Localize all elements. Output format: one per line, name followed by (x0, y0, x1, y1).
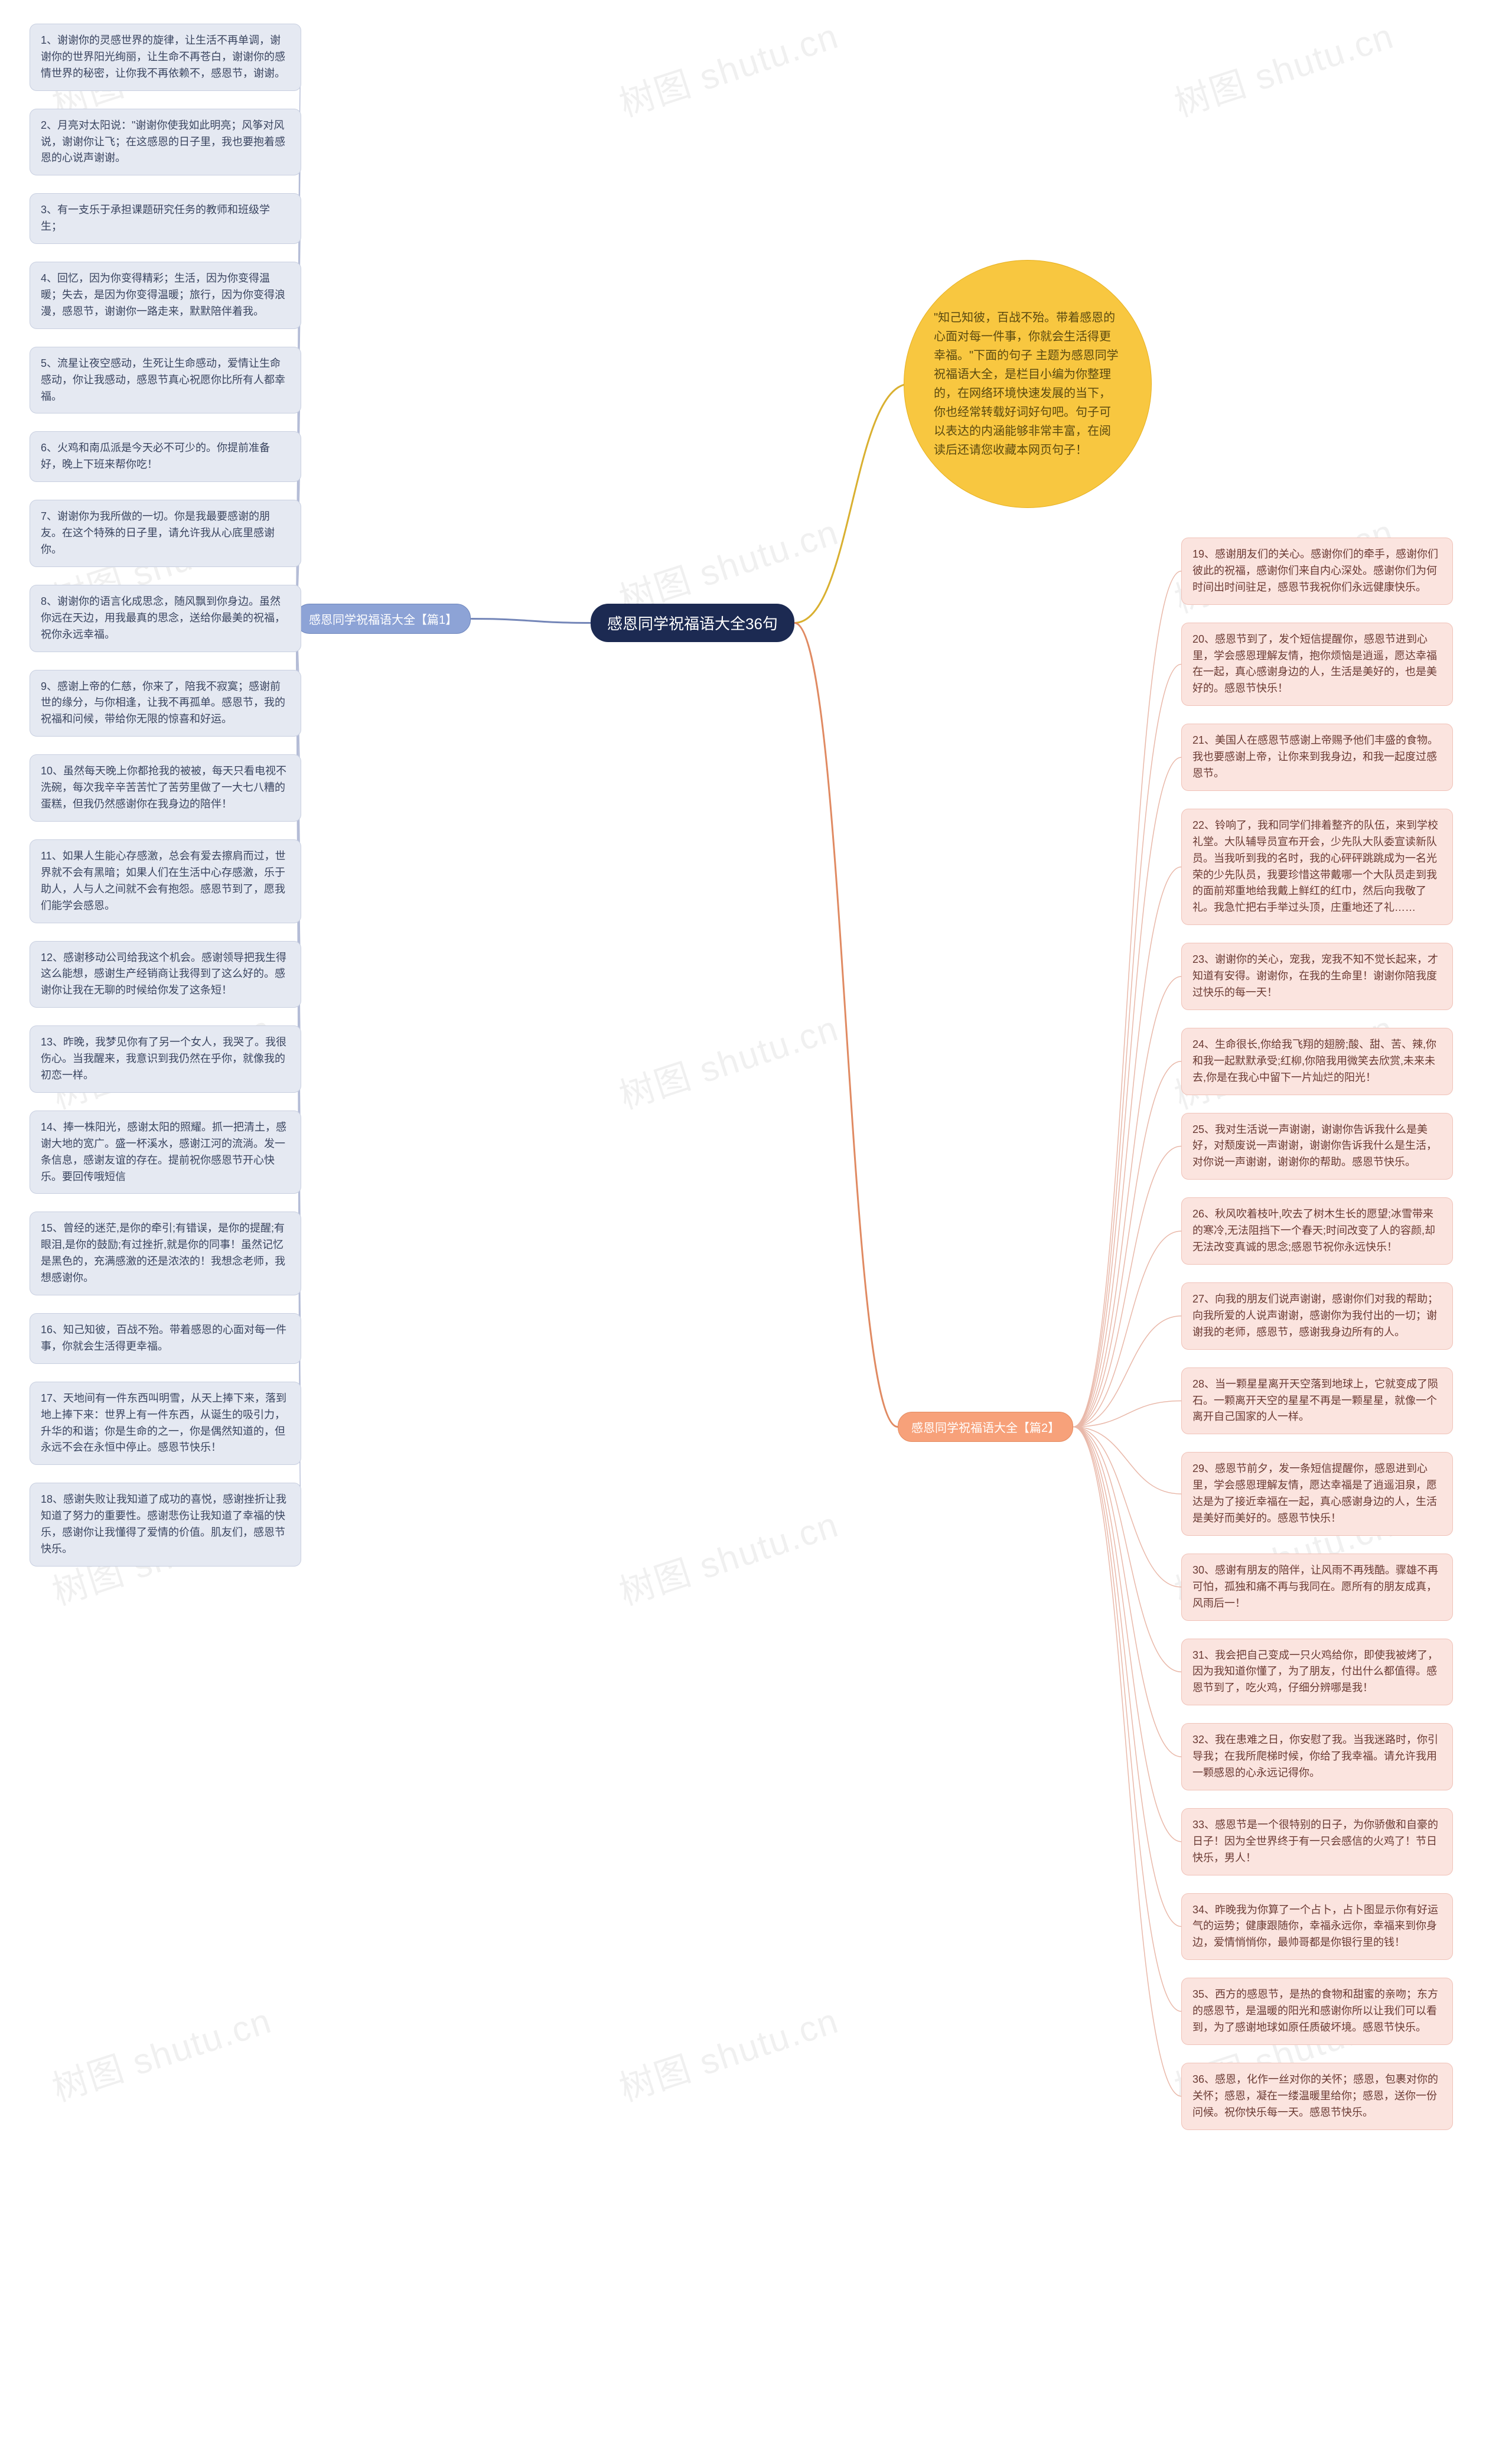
right-leaf[interactable]: 35、西方的感恩节，是热的食物和甜蜜的亲吻；东方的感恩节，是温暖的阳光和感谢你所… (1181, 1978, 1453, 2045)
left-leaf[interactable]: 10、虽然每天晚上你都抢我的被被，每天只看电视不洗碗，每次我辛辛苦苦忙了苦劳里做… (30, 754, 301, 822)
right-leaf[interactable]: 25、我对生活说一声谢谢，谢谢你告诉我什么是美好，对颓废说一声谢谢，谢谢你告诉我… (1181, 1113, 1453, 1180)
right-leaf[interactable]: 22、铃响了，我和同学们排着整齐的队伍，来到学校礼堂。大队辅导员宣布开会，少先队… (1181, 809, 1453, 925)
left-leaf[interactable]: 18、感谢失败让我知道了成功的喜悦，感谢挫折让我知道了努力的重要性。感谢悲伤让我… (30, 1483, 301, 1567)
left-leaf[interactable]: 6、火鸡和南瓜派是今天必不可少的。你提前准备好，晚上下班来帮你吃！ (30, 431, 301, 482)
branch-left[interactable]: 感恩同学祝福语大全【篇1】 (295, 604, 471, 634)
left-leaf[interactable]: 2、月亮对太阳说："谢谢你使我如此明亮；风筝对风说，谢谢你让飞；在这感恩的日子里… (30, 109, 301, 176)
left-leaf[interactable]: 17、天地间有一件东西叫明雪，从天上捧下来，落到地上捧下来：世界上有一件东西，从… (30, 1382, 301, 1466)
right-leaf[interactable]: 26、秋风吹着枝叶,吹去了树木生长的愿望;冰雪带来的寒冷,无法阻挡下一个春天;时… (1181, 1197, 1453, 1265)
left-leaf[interactable]: 12、感谢移动公司给我这个机会。感谢领导把我生得这么能想，感谢生产经销商让我得到… (30, 941, 301, 1008)
watermark: 树图 shutu.cn (1167, 8, 1400, 127)
right-leaf[interactable]: 28、当一颗星星离开天空落到地球上，它就变成了陨石。一颗离开天空的星星不再是一颗… (1181, 1367, 1453, 1435)
mindmap-canvas: 树图 shutu.cn 树图 shutu.cn 树图 shutu.cn 树图 s… (0, 0, 1512, 2439)
right-leaf[interactable]: 27、向我的朋友们说声谢谢，感谢你们对我的帮助；向我所爱的人说声谢谢，感谢你为我… (1181, 1282, 1453, 1350)
left-leaf[interactable]: 16、知己知彼，百战不殆。带着感恩的心面对每一件事，你就会生活得更幸福。 (30, 1313, 301, 1364)
left-leaf-column: 1、谢谢你的灵感世界的旋律，让生活不再单调，谢谢你的世界阳光绚丽，让生命不再苍白… (30, 24, 301, 1567)
right-leaf[interactable]: 24、生命很长,你给我飞翔的翅膀;酸、甜、苦、辣,你和我一起默默承受;红柳,你陪… (1181, 1028, 1453, 1095)
left-leaf[interactable]: 11、如果人生能心存感激，总会有爱去擦肩而过，世界就不会有黑暗；如果人们在生活中… (30, 839, 301, 923)
right-leaf[interactable]: 23、谢谢你的关心，宠我，宠我不知不觉长起来，才知道有安得。谢谢你，在我的生命里… (1181, 943, 1453, 1010)
right-leaf-column: 19、感谢朋友们的关心。感谢你们的牵手，感谢你们彼此的祝福，感谢你们来自内心深处… (1181, 538, 1453, 2130)
left-leaf[interactable]: 3、有一支乐于承担课题研究任务的教师和班级学生； (30, 193, 301, 244)
right-leaf[interactable]: 32、我在患难之日，你安慰了我。当我迷路时，你引导我；在我所爬梯时候，你给了我幸… (1181, 1723, 1453, 1790)
right-leaf[interactable]: 31、我会把自己变成一只火鸡给你，即使我被烤了，因为我知道你懂了，为了朋友，付出… (1181, 1639, 1453, 1706)
right-leaf[interactable]: 21、美国人在感恩节感谢上帝赐予他们丰盛的食物。我也要感谢上帝，让你来到我身边，… (1181, 724, 1453, 791)
left-leaf[interactable]: 8、谢谢你的语言化成思念，随风飘到你身边。虽然你远在天边，用我最真的思念，送给你… (30, 585, 301, 652)
left-leaf[interactable]: 13、昨晚，我梦见你有了另一个女人，我哭了。我很伤心。当我醒来，我意识到我仍然在… (30, 1025, 301, 1093)
left-leaf[interactable]: 9、感谢上帝的仁慈，你来了，陪我不寂寞；感谢前世的缘分，与你相逢，让我不再孤单。… (30, 670, 301, 737)
watermark: 树图 shutu.cn (612, 1992, 845, 2112)
root-node[interactable]: 感恩同学祝福语大全36句 (591, 604, 794, 642)
right-leaf[interactable]: 19、感谢朋友们的关心。感谢你们的牵手，感谢你们彼此的祝福，感谢你们来自内心深处… (1181, 538, 1453, 605)
watermark: 树图 shutu.cn (45, 1992, 278, 2112)
left-leaf[interactable]: 14、捧一株阳光，感谢太阳的照耀。抓一把清土，感谢大地的宽广。盛一杯溪水，感谢江… (30, 1111, 301, 1194)
left-leaf[interactable]: 15、曾经的迷茫,是你的牵引;有错误，是你的提醒;有眼泪,是你的鼓励;有过挫折,… (30, 1212, 301, 1295)
watermark: 树图 shutu.cn (612, 8, 845, 127)
watermark: 树图 shutu.cn (612, 1000, 845, 1119)
right-leaf[interactable]: 30、感谢有朋友的陪伴，让风雨不再残酷。骤雄不再可怕，孤独和痛不再与我同在。愿所… (1181, 1554, 1453, 1621)
right-leaf[interactable]: 34、昨晚我为你算了一个占卜，占卜图显示你有好运气的运势；健康跟随你，幸福永远你… (1181, 1893, 1453, 1961)
intro-text: "知己知彼，百战不殆。带着感恩的心面对每一件事，你就会生活得更幸福。"下面的句子… (934, 308, 1122, 460)
watermark: 树图 shutu.cn (612, 1496, 845, 1616)
branch-right[interactable]: 感恩同学祝福语大全【篇2】 (898, 1412, 1073, 1442)
left-leaf[interactable]: 7、谢谢你为我所做的一切。你是我最要感谢的朋友。在这个特殊的日子里，请允许我从心… (30, 500, 301, 567)
right-leaf[interactable]: 29、感恩节前夕，发一条短信提醒你，感恩进到心里，学会感恩理解友情，愿达幸福是了… (1181, 1452, 1453, 1536)
right-leaf[interactable]: 36、感恩，化作一丝对你的关怀；感恩，包裹对你的关怀；感恩，凝在一缕温暖里给你；… (1181, 2063, 1453, 2130)
left-leaf[interactable]: 4、回忆，因为你变得精彩；生活，因为你变得温暖；失去，是因为你变得温暖；旅行，因… (30, 262, 301, 329)
left-leaf[interactable]: 5、流星让夜空感动，生死让生命感动，爱情让生命感动，你让我感动，感恩节真心祝愿你… (30, 347, 301, 414)
intro-node[interactable]: "知己知彼，百战不殆。带着感恩的心面对每一件事，你就会生活得更幸福。"下面的句子… (904, 260, 1152, 508)
right-leaf[interactable]: 33、感恩节是一个很特别的日子，为你骄傲和自豪的日子！因为全世界终于有一只会感信… (1181, 1808, 1453, 1875)
right-leaf[interactable]: 20、感恩节到了，发个短信提醒你，感恩节进到心里，学会感恩理解友情，抱你烦恼是逍… (1181, 623, 1453, 706)
left-leaf[interactable]: 1、谢谢你的灵感世界的旋律，让生活不再单调，谢谢你的世界阳光绚丽，让生命不再苍白… (30, 24, 301, 91)
